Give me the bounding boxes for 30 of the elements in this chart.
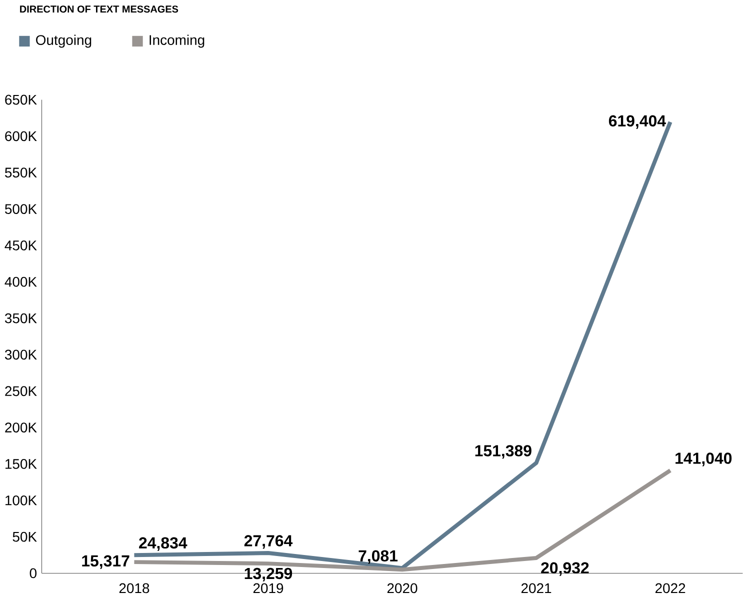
chart-title: DIRECTION OF TEXT MESSAGES [20,5,178,12]
legend-label: Incoming [150,34,204,48]
data-label: 27,764 [244,534,293,549]
legend-label: Outgoing [36,34,92,48]
y-tick-label: 450K [4,240,37,250]
data-label: 24,834 [139,537,188,551]
data-label: 15,317 [82,555,130,569]
y-tick-label: 0 [30,568,37,578]
y-tick-label: 100K [6,495,37,506]
y-tick-label: 600K [5,131,37,141]
data-label: 141,040 [676,452,732,466]
y-tick-label: 50K [12,532,37,542]
y-tick-label: 500K [5,204,37,214]
y-tick-label: 350K [4,313,37,324]
data-label: 619,404 [608,115,666,129]
x-tick-label: 2018 [119,583,150,593]
y-tick-label: 550K [5,167,37,178]
y-tick-label: 250K [5,386,37,396]
y-tick-label: 200K [5,422,37,432]
data-label: 7,081 [358,550,398,564]
x-tick-label: 2021 [521,583,552,593]
data-label: 20,932 [541,562,589,576]
y-tick-label: 400K [4,276,37,287]
x-tick-label: 2020 [387,583,418,593]
x-tick-label: 2022 [655,583,686,593]
y-tick-label: 150K [6,458,37,469]
y-tick-label: 300K [4,350,37,360]
data-label: 151,389 [475,444,532,458]
x-tick-label: 2019 [253,583,284,593]
y-tick-label: 650K [5,94,37,104]
